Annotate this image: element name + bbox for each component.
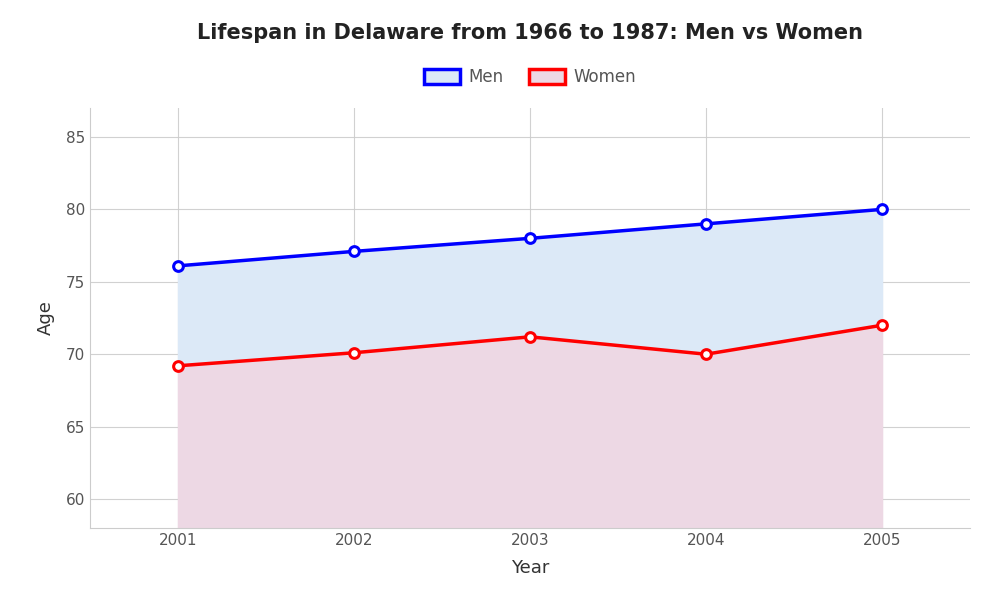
Title: Lifespan in Delaware from 1966 to 1987: Men vs Women: Lifespan in Delaware from 1966 to 1987: … (197, 23, 863, 43)
X-axis label: Year: Year (511, 559, 549, 577)
Y-axis label: Age: Age (37, 301, 55, 335)
Legend: Men, Women: Men, Women (417, 62, 643, 93)
